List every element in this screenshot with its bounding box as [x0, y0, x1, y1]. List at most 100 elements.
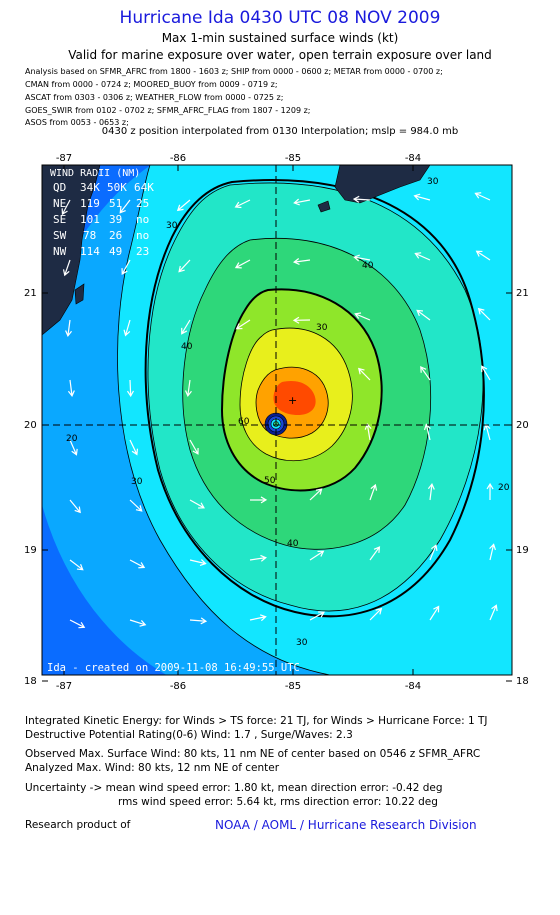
wind-vector [189, 499, 205, 509]
wind-contours: + 20 20 30 30 30 30 30 40 40 40 50 60 [42, 165, 512, 675]
contour-label: 40 [287, 539, 299, 549]
lat-tick-label: 21 [516, 288, 529, 299]
wind-vector [249, 496, 268, 504]
wind-vector [176, 199, 191, 212]
lon-tick-label: -86 [170, 153, 186, 164]
contour-label: 30 [296, 638, 308, 648]
wind-radii-cell: 49 [109, 245, 122, 258]
wind-vector [65, 319, 73, 338]
wind-vector [189, 617, 208, 625]
wind-vector [364, 423, 372, 441]
lon-tick-label: -85 [285, 153, 301, 164]
wind-vector [292, 316, 311, 324]
wind-vector [354, 312, 371, 321]
wind-vector [69, 559, 84, 571]
wind-vector [234, 259, 251, 269]
contour-label: 40 [362, 261, 374, 271]
wind-vector [123, 319, 131, 337]
contour-line [255, 366, 329, 439]
lat-tick-label: 18 [24, 676, 37, 687]
wind-vector [423, 423, 431, 441]
wind-radii-cell: no [136, 229, 149, 242]
contour-label: 30 [427, 177, 439, 187]
lat-tick-label: 20 [24, 420, 37, 431]
validity-note: Valid for marine exposure over water, op… [68, 48, 492, 62]
wind-vector [69, 619, 86, 629]
hurricane-force-contour [220, 288, 383, 492]
contour-label: 40 [181, 342, 193, 352]
wind-vector [489, 543, 496, 561]
wind-radii-header-cell: 64K [134, 181, 154, 194]
max-wind-marker: + [288, 394, 297, 407]
contour-label: 50 [264, 476, 276, 486]
source-line: GOES_SWIR from 0102 - 0702 z; SFMR_AFRC_… [25, 106, 311, 115]
land-yucatan [42, 165, 101, 336]
wind-vector [119, 199, 131, 214]
wind-vector [189, 439, 199, 455]
map-title: Hurricane Ida 0430 UTC 08 NOV 2009 [119, 8, 441, 28]
wind-vector [475, 250, 491, 261]
wind-radii-cell: NE [53, 197, 66, 210]
lon-tick-label: -87 [56, 153, 72, 164]
contour-label: 30 [131, 477, 143, 487]
wind-radii-header-cell: 34K [80, 181, 100, 194]
wind-vector [486, 482, 494, 501]
wind-vector [429, 544, 438, 561]
wind-vector [129, 559, 146, 569]
wind-vector [477, 307, 491, 321]
creation-watermark: Ida - created on 2009-11-08 16:49:55 UTC [47, 662, 300, 674]
wind-vector [67, 379, 75, 398]
wind-radii-cell: SE [53, 213, 66, 226]
wind-vector [181, 319, 191, 335]
wind-vector [292, 258, 311, 265]
wind-vector [69, 439, 78, 456]
contour-line [147, 182, 484, 612]
wind-vector [429, 605, 440, 621]
wind-vector [357, 367, 371, 381]
lon-tick-label: -84 [405, 681, 421, 692]
wind-radii-cell: SW [53, 229, 67, 242]
lat-tick-label: 19 [24, 545, 37, 556]
wind-vector [369, 483, 378, 501]
wind-radii-cell: 78 [83, 229, 96, 242]
wind-radii-cell: 25 [136, 197, 149, 210]
wind-vector [293, 198, 311, 206]
wind-vector [178, 259, 191, 273]
research-label: Research product of [25, 819, 131, 831]
wind-vector [474, 192, 491, 201]
wind-vector [413, 193, 431, 201]
wind-vector [249, 614, 267, 622]
wind-radii-cell: 23 [136, 245, 149, 258]
wind-vector [489, 604, 498, 621]
wind-vector [414, 252, 431, 261]
lat-tick-label: 20 [516, 420, 529, 431]
wind-radii-cell: 39 [109, 213, 122, 226]
band-max [273, 380, 316, 415]
analyzed-max-wind: Analyzed Max. Wind: 80 kts, 12 nm NE of … [25, 762, 280, 774]
wind-vector [129, 499, 143, 512]
wind-vector [234, 199, 251, 209]
wind-vector [62, 259, 71, 277]
wind-vector [189, 559, 207, 566]
contour-label: 20 [498, 483, 510, 493]
lat-tick-label: 18 [516, 676, 529, 687]
source-line: ASOS from 0053 - 0653 z; [25, 118, 129, 127]
wind-radii-cell: 101 [80, 213, 100, 226]
contour-label: 30 [166, 221, 178, 231]
lon-tick-label: -84 [405, 153, 421, 164]
wind-radii-header-cell: 50K [107, 181, 127, 194]
contour-line [239, 327, 353, 462]
lat-tick-label: 19 [516, 545, 529, 556]
uncertainty-rms: rms wind speed error: 5.64 kt, rms direc… [118, 796, 438, 808]
lon-tick-label: -86 [170, 681, 186, 692]
wind-radii-cell: 119 [80, 197, 100, 210]
lon-tick-label: -87 [56, 681, 72, 692]
wind-vector [420, 365, 431, 381]
plot-frame [41, 164, 513, 676]
contour-labels: 20 20 30 30 30 30 30 40 40 40 50 60 [66, 177, 510, 648]
wind-vector [235, 319, 251, 330]
lat-tick-label: 21 [24, 288, 37, 299]
interpolation-note: 0430 z position interpolated from 0130 I… [101, 126, 459, 137]
map-subtitle: Max 1-min sustained surface winds (kt) [161, 31, 399, 45]
organization-link[interactable]: NOAA / AOML / Hurricane Research Divisio… [215, 818, 477, 832]
